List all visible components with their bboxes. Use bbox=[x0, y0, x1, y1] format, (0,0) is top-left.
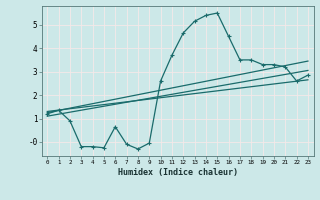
X-axis label: Humidex (Indice chaleur): Humidex (Indice chaleur) bbox=[118, 168, 237, 177]
